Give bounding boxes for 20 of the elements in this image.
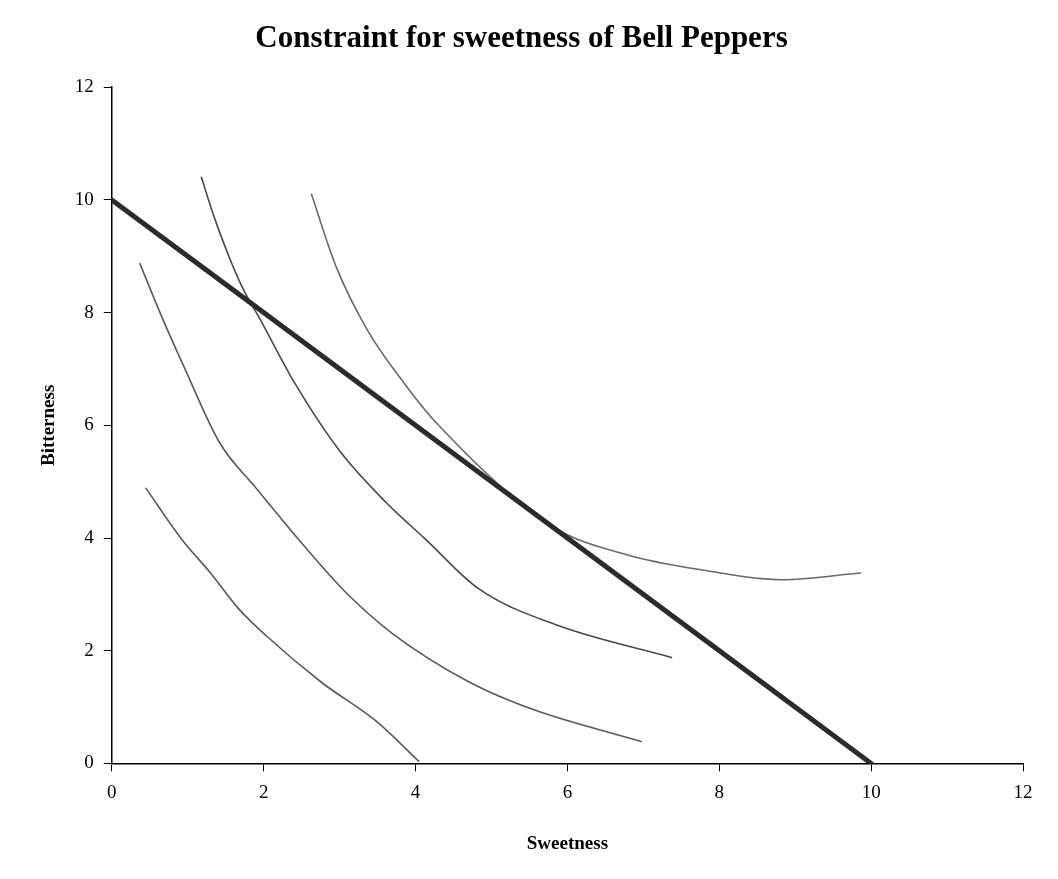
y-tick-label: 0 [84,751,94,773]
y-axis-title: Bitterness [37,384,59,466]
x-tick-label: 10 [861,780,881,802]
x-tick-label: 4 [410,780,421,802]
line-series [145,487,420,762]
y-tick-label: 12 [74,75,94,97]
x-tick-label: 12 [1013,780,1033,802]
chart-title: Constraint for sweetness of Bell Peppers [255,18,788,54]
line-series [139,262,642,743]
x-tick-label: 6 [562,780,573,802]
x-axis-title: Sweetness [526,831,609,853]
line-series [200,176,673,659]
y-tick-label: 4 [84,525,95,547]
y-tick-label: 8 [84,300,94,322]
y-tick-label: 10 [74,187,94,209]
x-tick-label: 2 [258,780,269,802]
x-tick-label: 8 [714,780,725,802]
x-tick-label: 0 [107,780,117,802]
y-tick-label: 6 [84,413,94,435]
y-tick-label: 2 [84,638,94,660]
